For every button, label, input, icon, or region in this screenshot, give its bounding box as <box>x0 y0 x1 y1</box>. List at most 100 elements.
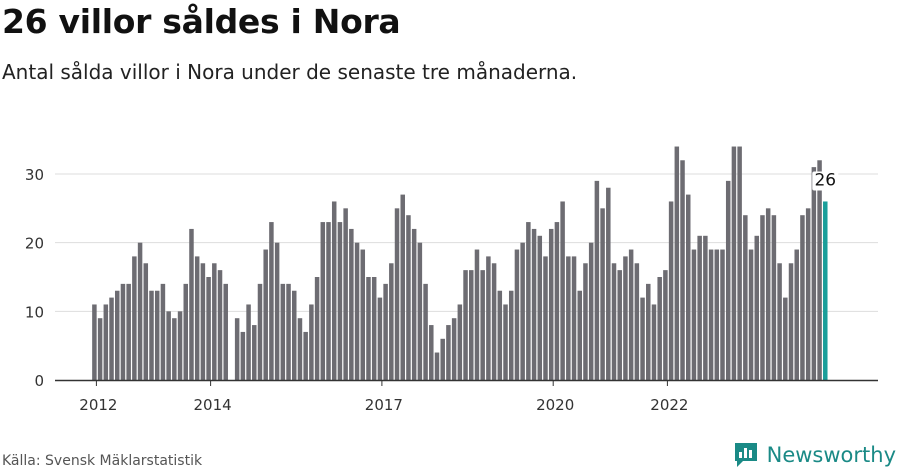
bars <box>92 146 828 380</box>
bar <box>109 297 114 380</box>
bar <box>263 249 268 380</box>
source-note: Källa: Svensk Mäklarstatistik <box>2 453 203 469</box>
bar <box>286 283 291 380</box>
bar <box>543 256 548 380</box>
bar <box>657 277 662 380</box>
bar <box>309 304 314 380</box>
y-tick-label: 20 <box>25 235 44 253</box>
bar <box>554 222 560 380</box>
bar <box>731 146 737 380</box>
bar <box>406 215 411 380</box>
bar-highlight <box>823 201 828 380</box>
bar <box>805 208 811 380</box>
bar <box>269 222 274 380</box>
bar <box>663 270 668 380</box>
bar <box>720 249 725 380</box>
bar <box>771 215 777 380</box>
bar <box>634 263 640 380</box>
bar <box>343 208 348 380</box>
newsworthy-logo-icon <box>734 443 757 467</box>
bar <box>651 304 657 380</box>
bar <box>183 283 189 380</box>
x-tick-label: 2017 <box>365 396 403 414</box>
bar <box>748 249 754 380</box>
bar <box>349 228 354 380</box>
bar <box>320 222 326 380</box>
bar <box>97 318 103 380</box>
bar <box>497 290 503 380</box>
bar <box>429 325 434 380</box>
chart-title: 26 villor såldes i Nora <box>2 2 401 41</box>
bar <box>92 304 97 380</box>
bar <box>394 208 400 380</box>
bar <box>400 194 405 380</box>
bar <box>252 325 257 380</box>
bar <box>600 208 605 380</box>
bar <box>457 304 463 380</box>
bar <box>292 290 297 380</box>
x-tick-label: 2012 <box>79 396 117 414</box>
bar <box>714 249 720 380</box>
bar <box>103 304 109 380</box>
bar <box>531 228 537 380</box>
bar <box>383 283 388 380</box>
y-tick-label: 10 <box>25 303 44 321</box>
bar <box>577 290 582 380</box>
bar <box>594 180 600 380</box>
bar <box>691 249 697 380</box>
bar <box>389 263 394 380</box>
data-label-background <box>812 171 839 191</box>
bar <box>212 263 217 380</box>
bar <box>788 263 794 380</box>
brand-name: Newsworthy <box>766 443 896 467</box>
bar <box>303 331 308 380</box>
bar <box>486 256 491 380</box>
bar <box>440 338 445 380</box>
bar <box>137 242 143 380</box>
bar <box>417 242 423 380</box>
bar <box>817 160 822 380</box>
bar <box>354 242 360 380</box>
bar <box>537 235 543 380</box>
bar <box>446 325 451 380</box>
bar <box>223 283 228 380</box>
data-label: 26 <box>814 170 836 190</box>
bar <box>811 167 817 380</box>
bar <box>234 318 240 380</box>
bar <box>217 270 223 380</box>
bar <box>560 201 565 380</box>
bar <box>754 235 760 380</box>
bar <box>737 146 742 380</box>
bar <box>371 277 377 380</box>
y-tick-label: 30 <box>25 166 44 184</box>
bar <box>480 270 485 380</box>
bar <box>132 256 137 380</box>
bar <box>743 215 748 380</box>
bar <box>177 311 183 380</box>
bar <box>514 249 520 380</box>
bar <box>606 187 611 380</box>
brand: Newsworthy <box>733 441 896 469</box>
bar <box>491 263 497 380</box>
bar <box>646 283 651 380</box>
chart-subtitle: Antal sålda villor i Nora under de senas… <box>2 60 578 84</box>
bar <box>189 228 194 380</box>
bar <box>331 201 337 380</box>
bar <box>697 235 702 380</box>
bar <box>160 283 166 380</box>
bar <box>680 160 685 380</box>
bar <box>166 311 171 380</box>
x-tick-label: 2022 <box>650 396 688 414</box>
bar <box>172 318 177 380</box>
bar <box>423 283 428 380</box>
bar <box>685 194 691 380</box>
bar <box>463 270 468 380</box>
bar <box>297 318 303 380</box>
bar <box>206 277 211 380</box>
bar <box>508 290 514 380</box>
bar <box>623 256 628 380</box>
bar <box>149 290 154 380</box>
bar <box>520 242 525 380</box>
bar <box>571 256 577 380</box>
bar <box>777 263 782 380</box>
